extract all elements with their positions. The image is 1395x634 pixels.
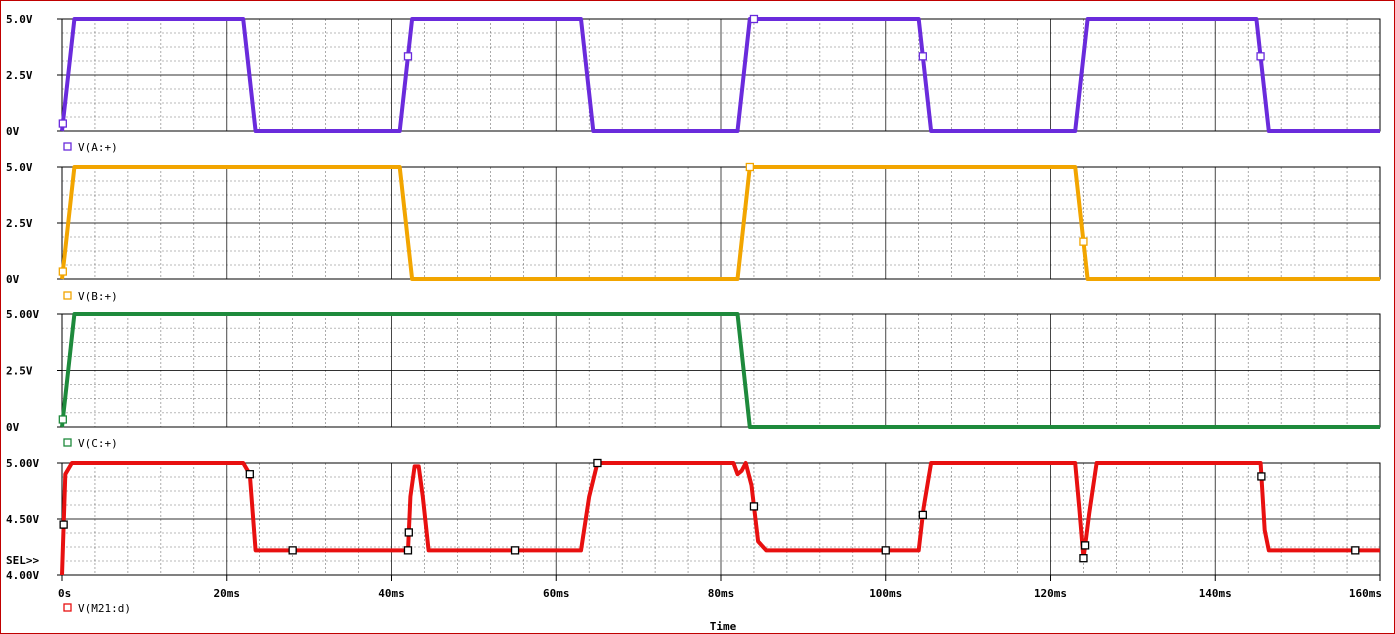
legend-swatch — [63, 438, 72, 447]
y-tick-label: 5.0V — [6, 13, 33, 26]
data-point-marker — [1257, 472, 1266, 481]
x-tick-label: 100ms — [869, 587, 902, 600]
y-tick-label: 2.5V — [6, 217, 33, 230]
plot-panel-3: 5.00V 2.5V 0V V(C:+) — [6, 308, 1381, 450]
x-tick-label: 60ms — [543, 587, 570, 600]
data-point-marker — [1256, 52, 1265, 61]
y-tick-label: 4.50V — [6, 513, 39, 526]
legend-swatch — [63, 142, 72, 151]
data-point-marker — [404, 528, 413, 537]
data-point-marker — [1080, 541, 1090, 550]
legend-label: V(C:+) — [78, 437, 118, 450]
plot-panel-2: 5.0V 2.5V 0V V(B:+) — [6, 161, 1381, 303]
series-line-1 — [60, 17, 1380, 133]
data-point-marker — [749, 14, 759, 24]
legend-swatch — [63, 291, 72, 300]
y-tick-label: 4.00V — [6, 569, 39, 582]
y-tick-label: 0V — [6, 273, 20, 286]
y-tick-label: 5.0V — [6, 161, 33, 174]
y-tick-label: 5.00V — [6, 457, 39, 470]
data-point-marker — [58, 119, 67, 128]
data-point-marker — [58, 415, 67, 424]
x-tick-label: 0s — [58, 587, 71, 600]
data-point-marker — [593, 458, 602, 468]
data-point-marker — [245, 470, 254, 479]
y-tick-label: 2.5V — [6, 365, 33, 378]
x-tick-label: 20ms — [214, 587, 241, 600]
data-point-marker — [1079, 237, 1088, 246]
legend-swatch — [63, 603, 72, 612]
plot-panel-4: 5.00V 4.50V 4.00V V(M21:d) — [6, 457, 1381, 615]
series-line-4 — [60, 461, 1380, 576]
data-point-marker — [288, 546, 297, 555]
data-point-marker — [59, 520, 68, 529]
x-axis-label: Time — [710, 620, 737, 633]
data-point-marker — [510, 546, 520, 555]
data-point-marker — [403, 52, 413, 61]
x-tick-label: 120ms — [1034, 587, 1067, 600]
data-point-marker — [58, 267, 67, 276]
x-tick-label: 40ms — [378, 587, 405, 600]
data-point-marker — [918, 52, 927, 61]
legend-label: V(A:+) — [78, 141, 118, 154]
x-tick-label: 160ms — [1349, 587, 1382, 600]
data-point-marker — [1079, 554, 1088, 563]
data-point-marker — [881, 546, 890, 555]
x-tick-label: 80ms — [708, 587, 735, 600]
data-point-marker — [745, 162, 754, 172]
selected-plot-indicator: SEL>> — [6, 554, 39, 567]
y-tick-label: 0V — [6, 421, 20, 434]
plot-panel-1: 5.0V 2.5V 0V V(A:+) — [6, 13, 1381, 154]
y-tick-label: 0V — [6, 125, 20, 138]
legend-label: V(M21:d) — [78, 602, 131, 615]
data-point-marker — [749, 502, 759, 511]
x-tick-label: 140ms — [1199, 587, 1232, 600]
data-point-marker — [403, 546, 413, 555]
y-tick-label: 2.5V — [6, 69, 33, 82]
data-point-marker — [918, 510, 927, 520]
y-tick-label: 5.00V — [6, 308, 39, 321]
data-point-marker — [1351, 546, 1360, 555]
series-line-3 — [60, 312, 1380, 429]
legend-label: V(B:+) — [78, 290, 118, 303]
